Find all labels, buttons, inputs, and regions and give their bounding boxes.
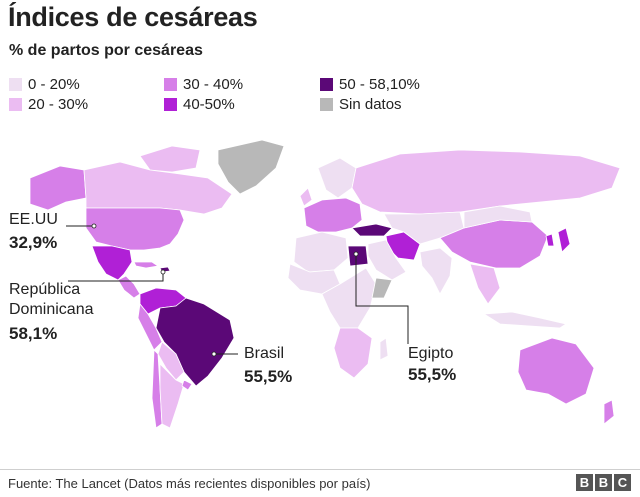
legend-swatch [320, 97, 333, 111]
legend-item-40-50: 40-50% [164, 94, 235, 114]
egypt-leader-line [355, 254, 409, 344]
footer-divider [0, 469, 640, 470]
region-australia [517, 337, 595, 405]
region-mexico [91, 245, 133, 281]
region-argentina [159, 363, 185, 429]
legend-swatch [164, 97, 177, 111]
region-no-data-africa [371, 277, 393, 299]
callout-usa-name: EE.UU [9, 211, 58, 228]
brazil-marker [211, 351, 217, 357]
region-uk [299, 187, 313, 207]
callout-brazil-name: Brasil [244, 345, 285, 362]
bbc-logo-letter: C [614, 474, 631, 491]
region-india [419, 247, 453, 295]
legend-swatch [320, 77, 333, 91]
region-central-america [117, 275, 141, 299]
legend-swatch [9, 77, 22, 91]
region-indonesia [483, 311, 567, 329]
region-korea [545, 233, 555, 247]
legend-swatch [9, 97, 22, 111]
region-north-africa [293, 231, 349, 273]
bbc-logo: B B C [576, 474, 631, 491]
callout-usa-value: 32,9% [9, 233, 58, 252]
legend-label: 0 - 20% [28, 75, 80, 93]
region-madagascar [379, 337, 389, 361]
legend-label: 50 - 58,10% [339, 75, 420, 93]
egypt-marker [353, 251, 359, 257]
region-scandinavia [317, 157, 357, 199]
bbc-logo-letter: B [576, 474, 593, 491]
map-title: Índices de cesáreas [8, 2, 258, 32]
usa-marker [91, 223, 97, 229]
world-map [29, 139, 621, 429]
source-note: Fuente: The Lancet (Datos más recientes … [8, 476, 371, 491]
region-alaska [29, 165, 87, 211]
region-japan [557, 227, 571, 253]
callout-egypt-name: Egipto [408, 345, 454, 362]
legend-label: 20 - 30% [28, 95, 89, 113]
legend-label: 30 - 40% [183, 75, 244, 93]
legend-item-50-58: 50 - 58,10% [320, 74, 420, 94]
region-egypt [347, 245, 369, 267]
region-brazil [155, 297, 235, 387]
legend-item-no-data: Sin datos [320, 94, 402, 114]
legend-item-0-20: 0 - 20% [9, 74, 80, 94]
callout-egypt-value: 55,5% [408, 365, 457, 384]
map-subtitle: % de partos por cesáreas [9, 42, 203, 59]
region-arctic-islands [139, 145, 201, 173]
callout-dr-name-1: República [9, 281, 81, 298]
legend-swatch [164, 77, 177, 91]
region-arabia [367, 239, 407, 281]
callout-brazil-value: 55,5% [244, 367, 293, 386]
callout-dr-name-2: Dominicana [9, 301, 94, 318]
legend-label: 40-50% [183, 95, 235, 113]
region-central-africa [321, 267, 377, 329]
dr-leader-line [68, 272, 164, 282]
legend-item-20-30: 20 - 30% [9, 94, 88, 114]
region-peru [137, 303, 163, 351]
region-usa [85, 207, 185, 251]
region-new-zealand [603, 399, 615, 425]
region-turkey [351, 223, 393, 237]
region-southern-africa [333, 327, 373, 379]
region-greenland [217, 139, 285, 195]
region-europe [303, 197, 363, 233]
region-mongolia [463, 205, 533, 229]
region-se-asia [469, 263, 501, 305]
region-uruguay [181, 379, 193, 391]
legend-item-30-40: 30 - 40% [164, 74, 243, 94]
bbc-logo-letter: B [595, 474, 612, 491]
region-cuba [133, 261, 159, 269]
region-russia [351, 149, 621, 215]
dr-marker [160, 269, 166, 275]
callout-dr-value: 58,1% [9, 324, 58, 343]
legend-label: Sin datos [339, 95, 402, 113]
